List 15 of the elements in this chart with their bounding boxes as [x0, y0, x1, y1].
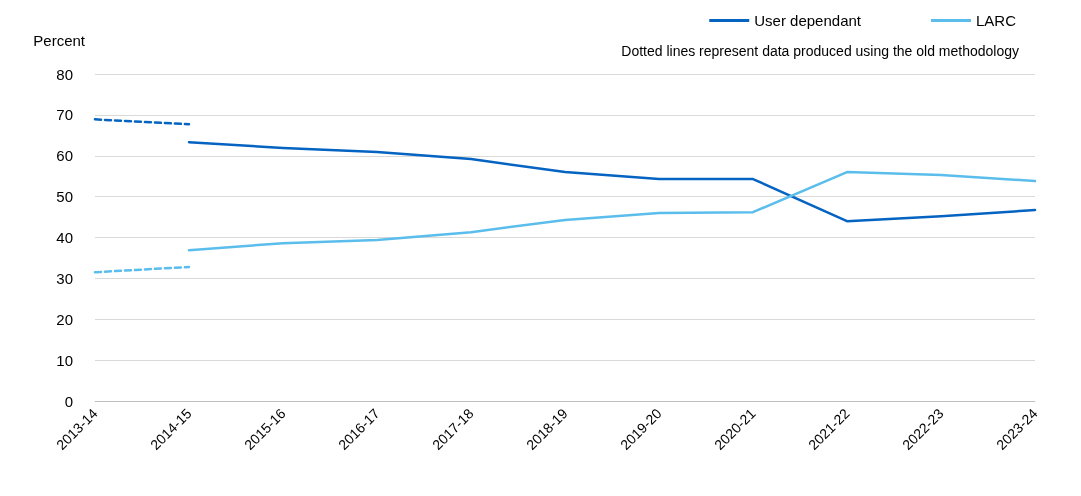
y-tick-label: 10 [56, 351, 73, 369]
legend-label: LARC [975, 12, 1017, 29]
line-series [187, 170, 1037, 252]
legend-label: User dependant [754, 12, 862, 29]
y-tick-label: 40 [56, 229, 73, 246]
line-series [187, 141, 1037, 223]
y-tick-label: 20 [56, 310, 73, 328]
y-tick-label: 80 [56, 65, 73, 83]
y-tick-label: 70 [56, 106, 73, 124]
y-tick-label: 30 [56, 269, 73, 287]
y-tick-label: 0 [64, 392, 73, 410]
y-axis-title: Percent [33, 32, 86, 49]
y-tick-label: 60 [56, 147, 73, 165]
text: Dotted lines represent data produced using the old methodology [621, 43, 1020, 59]
y-tick-label: 50 [56, 188, 73, 206]
